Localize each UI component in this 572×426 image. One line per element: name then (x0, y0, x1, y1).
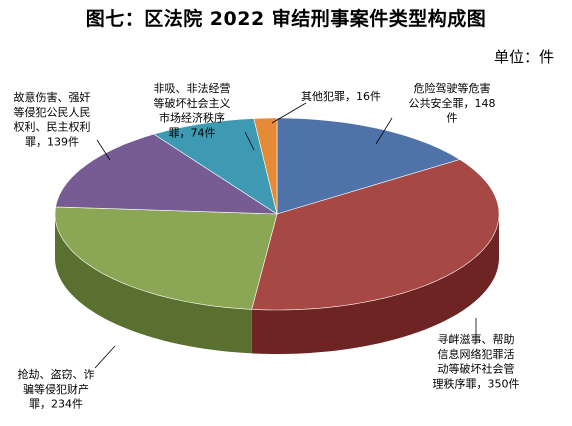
pie-slice-3 (55, 133, 279, 215)
data-label-5-line-0: 其他犯罪，16件 (301, 90, 381, 103)
data-label-1-line-2: 动等破坏社会管 (438, 362, 515, 376)
pie-slice-0 (276, 117, 461, 215)
leader-line-0 (375, 117, 393, 145)
data-labels: 危险驾驶等危害公共安全罪，148 件寻衅滋事、帮助信息网络犯罪活动等破坏社会管理秩… (14, 81, 520, 411)
data-label-3-line-2: 权利、民主权利 (14, 121, 91, 134)
data-label-3-line-0: 故意伤害、强奸 (14, 90, 91, 104)
chart-title: 图七：区法院 2022 审结刑事案件类型构成图 (85, 8, 487, 30)
data-label-0-line-2: 件 (447, 112, 458, 125)
data-label-4: 非吸、非法经营等破坏社会主义市场经济秩序罪，74件 (154, 81, 231, 140)
pie-slice-2 (54, 206, 278, 310)
data-label-3-line-1: 等侵犯公民人民 (14, 105, 91, 119)
leader-line-3 (96, 139, 111, 161)
data-label-2-line-1: 骗等侵犯财产 (23, 382, 89, 396)
pie-slice-4 (153, 118, 278, 215)
data-label-2: 抢劫、盗窃、诈骗等侵犯财产罪，234件 (18, 367, 95, 411)
data-label-5: 其他犯罪，16件 (301, 90, 381, 103)
data-label-2-line-0: 抢劫、盗窃、诈 (18, 367, 95, 381)
data-label-3: 故意伤害、强奸等侵犯公民人民权利、民主权利罪，139件 (14, 90, 91, 149)
leader-line-5 (271, 102, 307, 124)
unit-label: 单位：件 (493, 48, 554, 66)
pie-side-2 (55, 214, 252, 354)
data-label-4-line-0: 非吸、非法经营 (154, 81, 231, 95)
data-label-0-line-0: 危险驾驶等危害 (414, 81, 491, 95)
pie-slice-5 (253, 117, 278, 215)
data-label-1-line-0: 寻衅滋事、帮助 (438, 332, 515, 346)
pie-side-walls (55, 214, 499, 354)
data-label-2-line-2: 罪，234件 (29, 398, 83, 411)
data-label-0: 危险驾驶等危害公共安全罪，148 件 (409, 81, 496, 125)
data-label-4-line-1: 等破坏社会主义 (154, 96, 231, 110)
pie-slice-1 (251, 159, 500, 311)
data-label-1-line-1: 信息网络犯罪活 (438, 347, 515, 361)
pie-side-1 (251, 214, 499, 354)
data-label-1-line-3: 理秩序罪，350件 (433, 377, 520, 391)
pie-slices (54, 117, 500, 311)
data-label-1: 寻衅滋事、帮助信息网络犯罪活动等破坏社会管理秩序罪，350件 (433, 332, 520, 391)
leader-line-2 (94, 345, 116, 369)
data-label-4-line-2: 市场经济秩序 (159, 111, 225, 125)
leader-line-4 (244, 131, 255, 151)
data-label-0-line-1: 公共安全罪，148 (409, 96, 496, 110)
data-label-3-line-3: 罪，139件 (25, 136, 79, 149)
data-label-4-line-3: 罪，74件 (169, 127, 216, 140)
